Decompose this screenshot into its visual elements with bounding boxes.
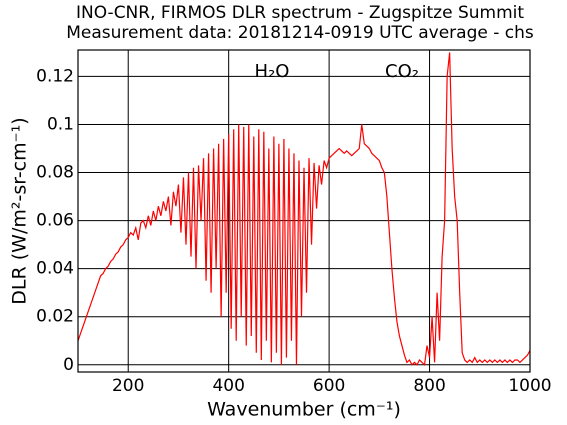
chart-title: INO-CNR, FIRMOS DLR spectrum - Zugspitze… — [76, 3, 524, 23]
plot-frame — [77, 49, 531, 373]
y-tick-label: 0.02 — [36, 307, 74, 327]
x-tick-label: 600 — [313, 376, 345, 396]
x-tick-label: 1000 — [508, 376, 551, 396]
annotation: CO₂ — [385, 61, 419, 82]
y-tick-label: 0.12 — [36, 66, 74, 86]
y-axis-label: DLR (W/m²-sr-cm⁻¹) — [9, 117, 31, 304]
y-tick-label: 0.04 — [36, 259, 74, 279]
chart-subtitle: Measurement data: 20181214-0919 UTC aver… — [66, 23, 534, 43]
y-tick-label: 0.08 — [36, 163, 74, 183]
x-tick-label: 800 — [413, 376, 445, 396]
spectrum-line — [77, 52, 531, 367]
annotation: H₂O — [255, 61, 290, 82]
y-tick-label: 0.1 — [47, 114, 74, 134]
x-tick-label: 400 — [212, 376, 244, 396]
y-tick-label: 0.06 — [36, 211, 74, 231]
y-tick-label: 0 — [63, 355, 74, 375]
x-axis-label: Wavenumber (cm⁻¹) — [207, 399, 401, 421]
x-tick-label: 200 — [112, 376, 144, 396]
